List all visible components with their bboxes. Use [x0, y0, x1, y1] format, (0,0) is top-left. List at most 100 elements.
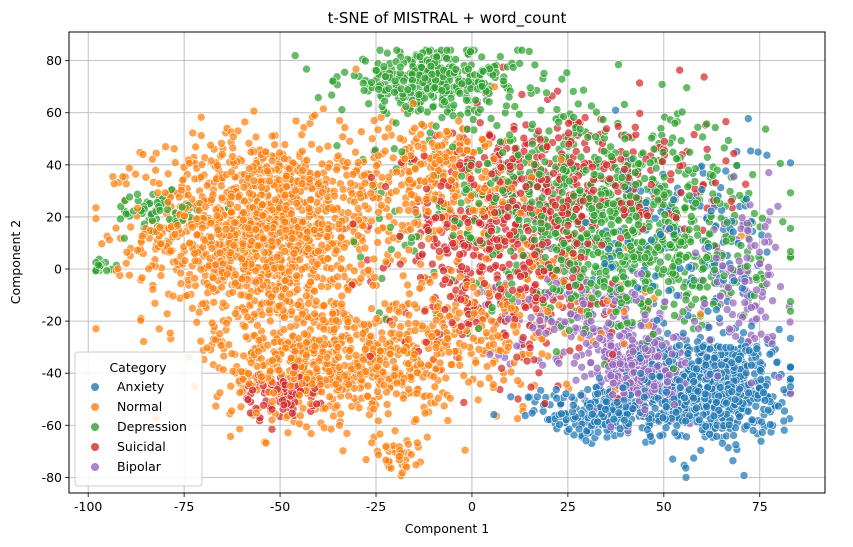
point-depression	[679, 282, 689, 292]
point-suicidal	[456, 206, 465, 215]
point-bipolar	[737, 213, 747, 222]
point-normal	[373, 416, 383, 426]
point-depression	[313, 93, 323, 102]
point-normal	[194, 307, 204, 317]
point-normal	[446, 360, 456, 369]
point-bipolar	[569, 358, 579, 368]
point-bipolar	[776, 282, 785, 291]
point-normal	[391, 186, 401, 196]
point-normal	[474, 345, 484, 354]
point-normal	[307, 184, 317, 193]
point-normal	[291, 116, 301, 126]
point-bipolar	[752, 314, 761, 324]
point-normal	[148, 285, 158, 294]
point-bipolar	[566, 309, 576, 319]
point-normal	[118, 172, 128, 182]
point-normal	[344, 391, 353, 401]
point-anxiety	[757, 428, 767, 437]
point-depression	[732, 161, 742, 170]
point-normal	[455, 133, 464, 142]
point-depression	[669, 299, 679, 309]
point-depression	[456, 198, 466, 208]
point-depression	[544, 126, 554, 136]
point-normal	[150, 298, 160, 308]
point-normal	[337, 299, 346, 309]
point-normal	[138, 150, 148, 159]
point-normal	[191, 281, 200, 290]
point-depression	[536, 106, 546, 115]
point-suicidal	[518, 333, 528, 342]
point-bipolar	[577, 362, 587, 372]
point-anxiety	[704, 322, 714, 332]
point-normal	[338, 184, 348, 194]
point-normal	[218, 298, 228, 308]
point-normal	[383, 196, 393, 205]
point-normal	[335, 116, 344, 125]
point-anxiety	[506, 392, 516, 402]
point-depression	[657, 80, 667, 89]
point-normal	[206, 140, 215, 150]
point-depression	[389, 144, 399, 153]
point-anxiety	[595, 373, 604, 383]
point-anxiety	[576, 390, 586, 400]
point-anxiety	[668, 454, 678, 464]
point-depression	[592, 107, 601, 117]
point-depression	[371, 66, 381, 75]
point-depression	[677, 107, 687, 117]
point-depression	[587, 101, 596, 111]
point-depression	[598, 115, 608, 124]
point-normal	[430, 382, 440, 392]
point-normal	[338, 446, 348, 456]
point-normal	[357, 127, 366, 136]
point-normal	[386, 328, 396, 338]
point-suicidal	[513, 394, 523, 404]
point-bipolar	[764, 168, 774, 177]
point-normal	[207, 318, 217, 328]
point-depression	[477, 52, 487, 62]
point-normal	[337, 291, 347, 301]
point-suicidal	[459, 241, 469, 250]
point-normal	[125, 270, 134, 280]
point-bipolar	[604, 318, 613, 328]
point-normal	[383, 409, 393, 419]
point-normal	[91, 324, 101, 334]
point-suicidal	[566, 301, 575, 310]
point-normal	[196, 336, 206, 346]
point-suicidal	[659, 137, 669, 146]
chart-title: t-SNE of MISTRAL + word_count	[328, 9, 567, 28]
point-depression	[609, 228, 619, 237]
point-anxiety	[705, 429, 715, 439]
point-normal	[229, 241, 239, 250]
point-normal	[192, 317, 202, 327]
point-normal	[330, 191, 339, 201]
point-normal	[191, 142, 200, 152]
point-normal	[384, 305, 394, 315]
point-normal	[197, 131, 206, 140]
point-depression	[568, 87, 578, 96]
point-suicidal	[631, 130, 641, 139]
point-anxiety	[786, 362, 795, 372]
point-depression	[367, 78, 376, 87]
point-suicidal	[457, 262, 467, 272]
point-normal	[459, 341, 469, 351]
point-anxiety	[746, 146, 756, 156]
point-bipolar	[526, 313, 536, 322]
point-normal	[537, 349, 547, 359]
point-suicidal	[602, 160, 611, 170]
point-depression	[462, 124, 472, 134]
point-bipolar	[756, 329, 766, 339]
point-depression	[684, 191, 694, 201]
point-depression	[757, 213, 767, 223]
point-normal	[226, 432, 235, 441]
point-normal	[338, 132, 348, 142]
point-normal	[407, 450, 416, 459]
point-depression	[496, 137, 505, 147]
point-suicidal	[428, 259, 437, 269]
point-normal	[448, 154, 458, 164]
point-bipolar	[765, 207, 775, 217]
point-depression	[486, 114, 496, 123]
point-depression	[552, 105, 562, 114]
point-normal	[141, 172, 151, 182]
point-anxiety	[786, 334, 795, 343]
point-anxiety	[786, 158, 795, 168]
